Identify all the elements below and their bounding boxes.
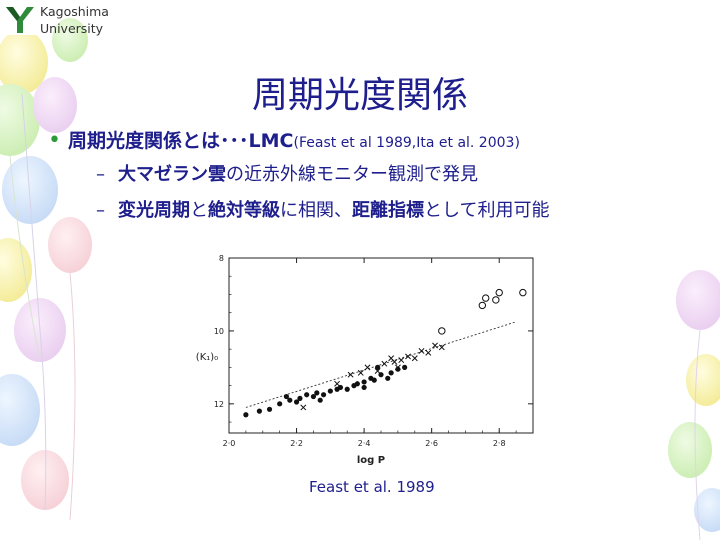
data-point-filled — [283, 393, 290, 400]
data-point-filled — [385, 375, 391, 381]
sub-bullet-1: – 大マゼラン雲の近赤外線モニター観測で発見 — [96, 160, 478, 186]
x-tick-label: 2·0 — [223, 439, 236, 448]
data-point-cross — [438, 344, 445, 351]
data-point-filled — [304, 392, 310, 398]
data-point-filled — [402, 364, 408, 370]
data-point-filled — [354, 381, 360, 387]
bullet-1-ref: (Feast et al 1989,Ita et al. 2003) — [293, 135, 520, 151]
sub-bullet-2: – 変光周期と絶対等級に相関、距離指標として利用可能 — [96, 196, 549, 222]
data-point-filled — [361, 379, 367, 385]
data-point-filled — [293, 399, 300, 405]
data-point-filled — [320, 392, 327, 398]
data-point-filled — [371, 377, 377, 383]
data-point-cross — [432, 342, 438, 349]
bullet-1-main: 周期光度関係とは･･･LMC — [68, 130, 294, 152]
data-point-cross — [394, 364, 401, 371]
sub-bullet-1-rest: の近赤外線モニター観測で発見 — [226, 164, 478, 185]
fit-line — [245, 321, 517, 408]
y-axis-label: (K₁)₀ — [196, 352, 218, 363]
sub-bullet-2-rest: として利用可能 — [424, 200, 550, 221]
chart-background — [183, 248, 543, 473]
data-point-cross — [405, 353, 411, 360]
sub-bullet-2-mid2: に相関、 — [280, 200, 352, 221]
x-axis-label: log P — [357, 455, 385, 466]
plot-area: 2·0 2·2 2·4 2·6 2·8 8 10 12 log P (K₁)₀ — [196, 254, 534, 466]
data-point-filled — [243, 412, 249, 418]
sub-bullet-2-mid1: と — [190, 200, 208, 221]
data-point-filled — [395, 366, 401, 372]
data-point-cross — [381, 360, 388, 367]
period-luminosity-chart: 2·0 2·2 2·4 2·6 2·8 8 10 12 log P (K₁)₀ — [183, 248, 543, 473]
data-point-open — [495, 288, 503, 297]
x-tick-label: 2·4 — [358, 439, 371, 448]
data-point-cross — [374, 368, 381, 374]
data-point-cross — [418, 348, 425, 354]
data-point-cross — [398, 357, 405, 364]
data-point-filled — [277, 401, 283, 407]
data-point-filled — [388, 370, 394, 376]
y-tick-label: 10 — [214, 327, 224, 336]
data-point-filled — [314, 390, 320, 396]
bullet-dot-icon: • — [48, 128, 61, 153]
data-point-open — [478, 301, 487, 310]
balloon-cluster-right — [668, 270, 720, 540]
data-point-filled — [361, 384, 367, 391]
university-line1: Kagoshima — [40, 4, 109, 19]
data-point-filled — [266, 406, 273, 412]
sub-bullet-2-bold3: 距離指標 — [352, 200, 424, 221]
data-point-cross — [388, 355, 395, 362]
data-point-cross — [425, 349, 432, 356]
dash-icon: – — [96, 164, 105, 185]
data-point-cross — [411, 355, 418, 362]
dash-icon: – — [96, 200, 105, 221]
sub-bullet-2-bold1: 変光周期 — [118, 200, 190, 221]
data-point-filled — [297, 395, 303, 401]
data-point-filled — [287, 397, 293, 403]
y-tick-label: 8 — [219, 254, 224, 263]
data-point-open — [438, 327, 446, 335]
balloon-cluster — [0, 18, 92, 521]
y-tick-label: 12 — [214, 400, 224, 409]
data-point-cross — [334, 380, 341, 387]
data-point-cross — [300, 404, 307, 411]
slide-title: 周期光度関係 — [251, 75, 468, 116]
sub-bullet-2-bold2: 絶対等級 — [208, 200, 280, 221]
university-line2: University — [40, 21, 104, 36]
university-name: Kagoshima University — [40, 3, 109, 37]
data-point-cross — [357, 369, 364, 376]
data-point-filled — [327, 388, 333, 394]
data-point-cross — [364, 364, 371, 371]
data-point-filled — [344, 386, 350, 392]
data-point-filled — [317, 397, 323, 403]
data-point-filled — [375, 364, 381, 370]
data-point-filled — [310, 393, 317, 400]
data-point-open — [492, 296, 500, 304]
x-tick-label: 2·2 — [290, 439, 303, 448]
data-point-filled — [256, 408, 262, 414]
x-tick-label: 2·6 — [425, 439, 438, 448]
data-point-open — [482, 294, 490, 302]
figure-caption: Feast et al. 1989 — [309, 478, 435, 496]
bullet-1: • 周期光度関係とは･･･LMC(Feast et al 1989,Ita et… — [48, 126, 520, 153]
data-point-open — [519, 288, 527, 297]
sub-bullet-1-bold: 大マゼラン雲 — [118, 164, 226, 185]
x-tick-label: 2·8 — [493, 439, 506, 448]
university-logo-icon — [4, 3, 36, 35]
data-point-cross — [347, 371, 354, 378]
